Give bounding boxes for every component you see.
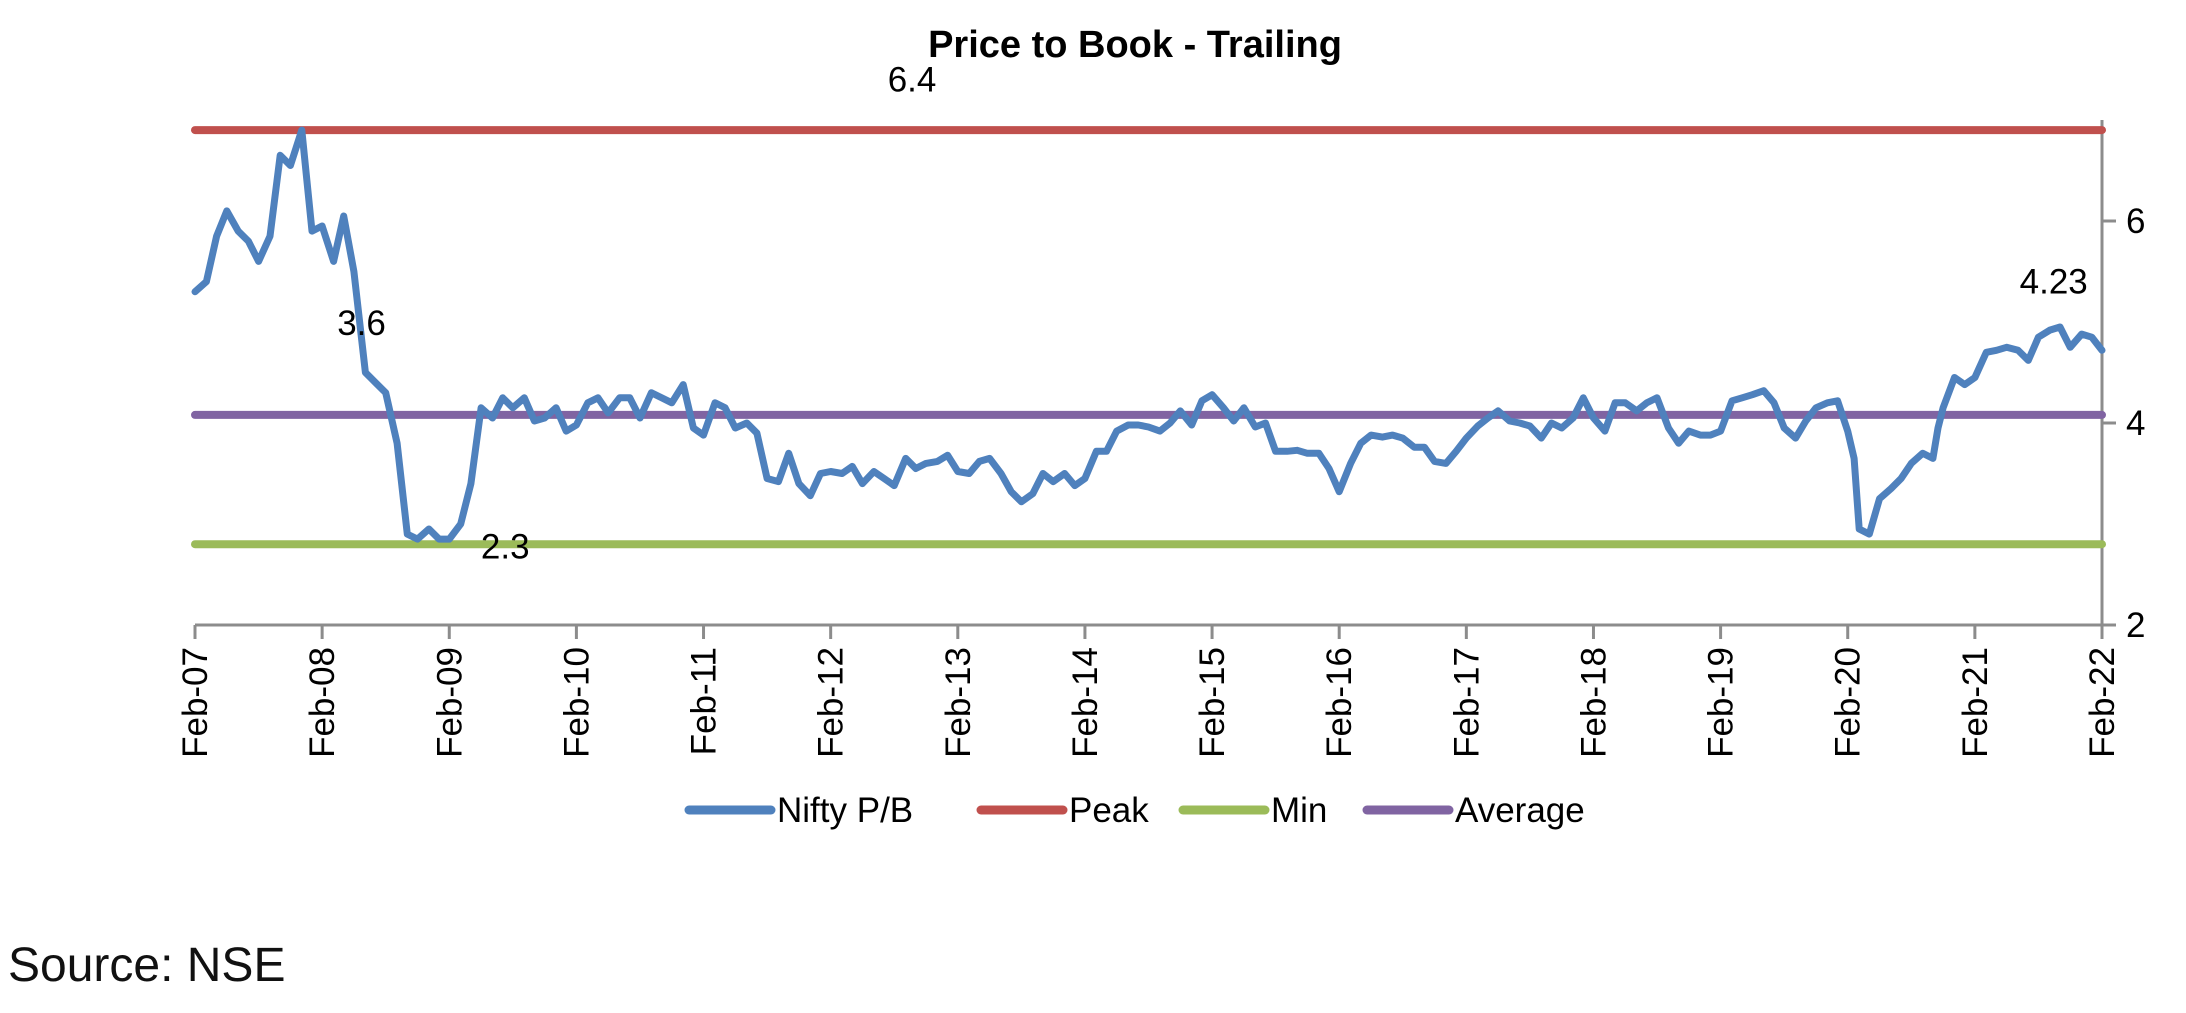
legend-label-peak: Peak (1069, 791, 1149, 830)
x-tick-label: Feb-11 (685, 647, 724, 755)
data-label: 3.6 (337, 304, 386, 343)
y-tick-label: 4 (2126, 404, 2145, 443)
source-note: Source: NSE (8, 939, 286, 992)
legend-label-nifty-p-b: Nifty P/B (777, 791, 913, 830)
x-tick-label: Feb-20 (1829, 647, 1868, 758)
data-label: 6.4 (888, 61, 937, 100)
x-tick-label: Feb-12 (812, 647, 851, 758)
x-tick-label: Feb-14 (1066, 647, 1105, 758)
x-tick-label: Feb-15 (1193, 647, 1232, 758)
data-label: 2.3 (481, 527, 530, 566)
series-nifty-pb (191, 126, 2106, 543)
x-tick-label: Feb-09 (430, 647, 469, 758)
x-tick-label: Feb-07 (176, 647, 215, 758)
y-tick-label: 6 (2126, 202, 2145, 241)
x-tick-label: Feb-17 (1447, 647, 1486, 758)
legend: Nifty P/B Peak Min Average (684, 791, 1585, 830)
data-label: 4.23 (2020, 263, 2088, 302)
x-tick-label: Feb-21 (1956, 647, 1995, 758)
x-tick-label: Feb-13 (939, 647, 978, 758)
x-tick-label: Feb-16 (1320, 647, 1359, 758)
reference-lines (191, 126, 2106, 549)
legend-label-min: Min (1271, 791, 1327, 830)
x-tick-label: Feb-18 (1574, 647, 1613, 758)
annotations: 6.4 3.6 2.3 4.23 (337, 61, 2088, 567)
chart-title: Price to Book - Trailing (928, 24, 1342, 66)
axes: Feb-07 Feb-08 Feb-09 Feb-10 Feb-11 Feb-12 Feb-… (176, 120, 2145, 758)
legend-label-average: Average (1455, 791, 1585, 830)
y-tick-label: 2 (2126, 606, 2145, 645)
x-tick-label: Feb-19 (1702, 647, 1741, 758)
series-line-nifty-p-b (191, 126, 2106, 543)
x-tick-label: Feb-10 (557, 647, 596, 758)
x-tick-label: Feb-22 (2083, 647, 2122, 758)
x-tick-label: Feb-08 (303, 647, 342, 758)
